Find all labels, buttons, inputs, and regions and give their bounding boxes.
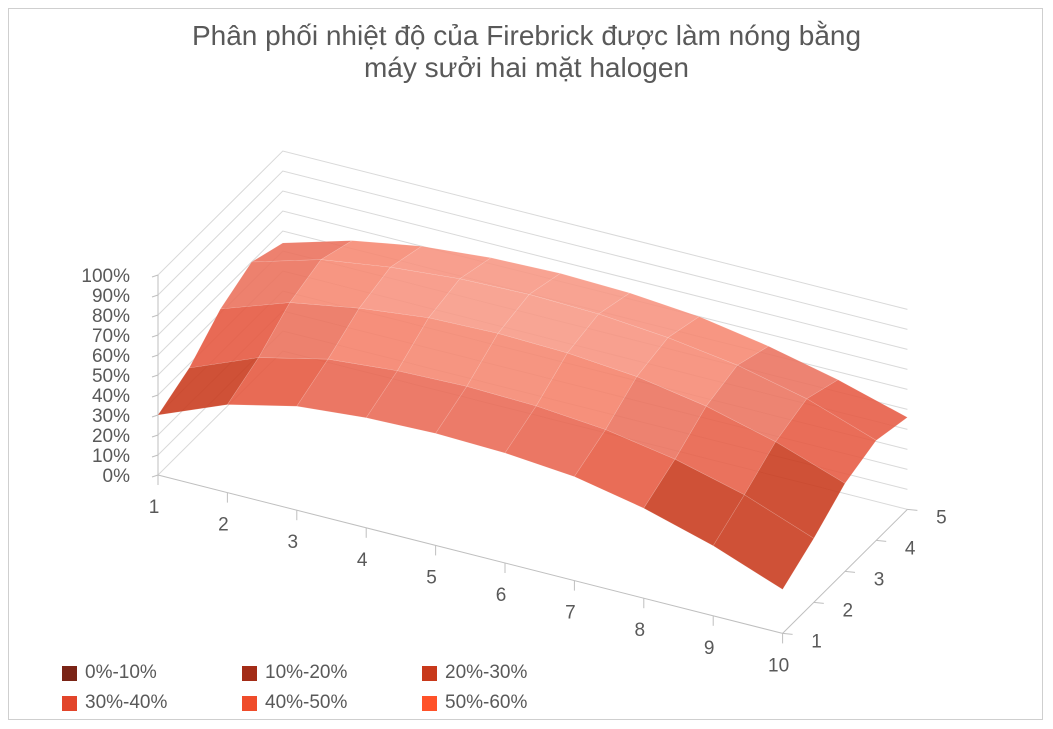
x-axis-line [157,474,783,634]
x-tick-label: 5 [426,567,437,588]
x-tick-label: 9 [704,638,715,659]
surface-cell [712,494,815,590]
legend-swatch [242,695,257,711]
chart-title-line-2: máy sưởi hai mặt halogen [363,52,690,83]
depth-tick-label: 2 [843,600,854,621]
legend-label: 0%-10% [85,662,157,683]
z-tick-mark [151,374,159,378]
z-tick-label: 0% [103,466,131,487]
legend-item: 50%-60% [422,692,527,714]
x-tick-label: 1 [149,497,160,518]
depth-tick-label: 3 [874,569,885,590]
legend-label: 20%-30% [445,662,528,683]
z-tick-mark [151,414,159,418]
x-tick-label: 7 [565,603,576,624]
legend-item: 0%-10% [62,662,157,684]
z-tick-mark [151,334,159,338]
depth-tick-mark [813,601,824,604]
tick-labels: 0%10%20%30%40%50%60%70%80%90%100%1234567… [81,266,946,676]
z-tick-label: 30% [92,406,130,427]
depth-tick-mark [907,508,918,511]
z-tick-mark [151,434,159,438]
legend-swatch [62,665,77,681]
legend-item: 10%-20% [242,662,347,684]
legend-label: 50%-60% [445,692,528,713]
x-tick-label: 8 [635,620,646,641]
chart-title-line-1: Phân phối nhiệt độ của Firebrick được là… [191,20,862,51]
surface [157,240,908,590]
chart-title: Phân phối nhiệt độ của Firebrick được là… [0,20,1053,84]
legend-swatch [422,695,437,711]
legend-item: 30%-40% [62,692,167,714]
depth-tick-label: 5 [936,507,947,528]
legend-swatch [242,665,257,681]
legend-item: 20%-30% [422,662,527,684]
z-tick-label: 80% [92,306,130,327]
legend-label: 30%-40% [85,692,168,713]
legend-item: 40%-50% [242,692,347,714]
x-tick-label: 3 [288,532,299,553]
z-tick-mark [151,314,159,318]
gridline [157,150,908,310]
z-tick-mark [151,274,159,278]
depth-tick-mark [844,570,856,573]
z-tick-mark [151,394,159,398]
depth-tick-label: 1 [811,631,822,652]
z-tick-mark [151,294,159,298]
z-tick-label: 100% [81,266,130,287]
z-tick-label: 90% [92,286,130,307]
z-tick-label: 70% [92,326,130,347]
legend-swatch [62,695,77,711]
x-tick-label: 2 [218,515,229,536]
z-tick-label: 20% [92,426,130,447]
z-tick-mark [151,454,159,458]
z-tick-label: 60% [92,346,130,367]
z-tick-mark [151,354,159,358]
z-tick-label: 40% [92,386,130,407]
x-tick-label: 10 [768,655,789,676]
z-tick-mark [151,474,159,478]
gridline [157,170,908,330]
depth-tick-mark [782,632,793,635]
z-tick-label: 10% [92,446,130,467]
x-tick-label: 6 [496,585,507,606]
z-tick-label: 50% [92,366,130,387]
x-tick-label: 4 [357,550,368,571]
depth-tick-label: 4 [905,538,916,559]
gridline [157,190,908,350]
legend-label: 40%-50% [265,692,348,713]
legend-swatch [422,665,437,681]
legend-label: 10%-20% [265,662,348,683]
depth-tick-mark [876,539,887,542]
